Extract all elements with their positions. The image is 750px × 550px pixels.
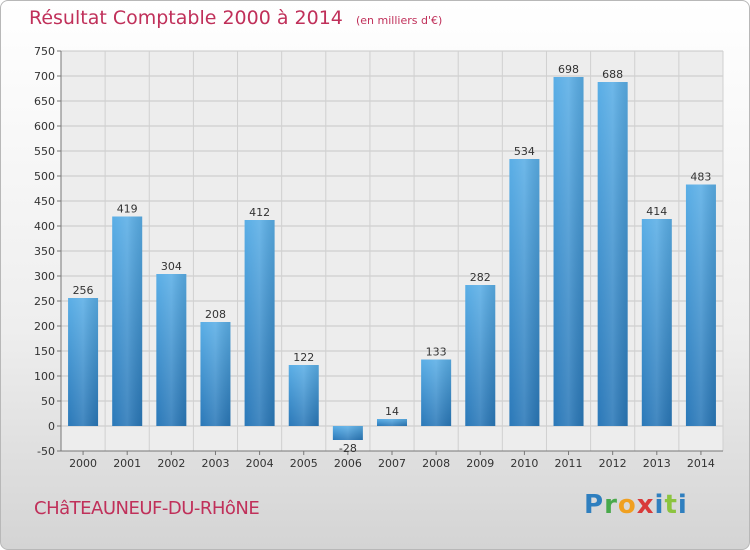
city-name: CHâTEAUNEUF-DU-RHôNE [34, 498, 260, 519]
bar-shine-2000 [68, 298, 99, 426]
chart-subtitle: (en milliers d'€) [355, 14, 443, 27]
value-label-2002: 304 [161, 260, 182, 273]
x-tick-label-2013: 2013 [643, 457, 671, 470]
x-tick-label-2008: 2008 [422, 457, 450, 470]
y-tick-label: 0 [48, 420, 55, 433]
value-label-2012: 688 [602, 68, 623, 81]
y-tick-label: 350 [34, 245, 55, 258]
y-tick-label: 450 [34, 195, 55, 208]
y-tick-label: 100 [34, 370, 55, 383]
bar-shine-2012 [597, 82, 628, 426]
y-tick-label: 600 [34, 120, 55, 133]
bar-shine-2005 [288, 365, 319, 426]
x-tick-label-2012: 2012 [599, 457, 627, 470]
value-label-2003: 208 [205, 308, 226, 321]
title-row: Résultat Comptable 2000 à 2014 (en milli… [29, 7, 442, 29]
x-tick-label-2002: 2002 [157, 457, 185, 470]
value-label-2001: 419 [117, 203, 138, 216]
bar-shine-2004 [244, 220, 275, 426]
value-label-2005: 122 [293, 351, 314, 364]
y-tick-label: 150 [34, 345, 55, 358]
bar-shine-2007 [376, 419, 408, 426]
y-tick-label: 650 [34, 95, 55, 108]
x-tick-label-2011: 2011 [555, 457, 583, 470]
value-label-2000: 256 [73, 284, 94, 297]
x-tick-label-2001: 2001 [113, 457, 141, 470]
x-tick-label-2005: 2005 [290, 457, 318, 470]
bar-shine-2008 [421, 359, 452, 426]
value-label-2009: 282 [470, 271, 491, 284]
bar-shine-2006 [332, 426, 363, 440]
y-tick-label: 550 [34, 145, 55, 158]
y-tick-label: 250 [34, 295, 55, 308]
y-tick-label: 50 [41, 395, 55, 408]
value-label-2004: 412 [249, 206, 270, 219]
bar-shine-2009 [465, 285, 496, 426]
value-label-2013: 414 [646, 205, 667, 218]
value-label-2007: 14 [385, 405, 399, 418]
x-tick-label-2007: 2007 [378, 457, 406, 470]
value-label-2011: 698 [558, 63, 579, 76]
bar-shine-2013 [641, 219, 672, 426]
bar-shine-2001 [112, 216, 143, 426]
y-tick-label: 750 [34, 45, 55, 58]
x-tick-label-2009: 2009 [466, 457, 494, 470]
x-tick-label-2006: 2006 [334, 457, 362, 470]
x-tick-label-2014: 2014 [687, 457, 715, 470]
bar-shine-2010 [509, 159, 540, 426]
bar-shine-2002 [156, 274, 187, 426]
value-label-2014: 483 [690, 171, 711, 184]
y-tick-label: 400 [34, 220, 55, 233]
proxiti-logo: Proxiti [584, 490, 688, 520]
bar-shine-2003 [200, 322, 231, 426]
x-tick-label-2004: 2004 [246, 457, 274, 470]
x-tick-label-2003: 2003 [201, 457, 229, 470]
value-label-2010: 534 [514, 145, 535, 158]
y-tick-label: 300 [34, 270, 55, 283]
x-tick-label-2000: 2000 [69, 457, 97, 470]
chart-title: Résultat Comptable 2000 à 2014 [29, 7, 343, 29]
y-tick-label: 700 [34, 70, 55, 83]
y-tick-label: 200 [34, 320, 55, 333]
value-label-2006: -28 [339, 442, 357, 455]
y-tick-label: -50 [37, 445, 55, 458]
x-tick-label-2010: 2010 [510, 457, 538, 470]
y-tick-label: 500 [34, 170, 55, 183]
bar-shine-2014 [685, 184, 716, 426]
bar-shine-2011 [553, 77, 584, 426]
value-label-2008: 133 [426, 346, 447, 359]
